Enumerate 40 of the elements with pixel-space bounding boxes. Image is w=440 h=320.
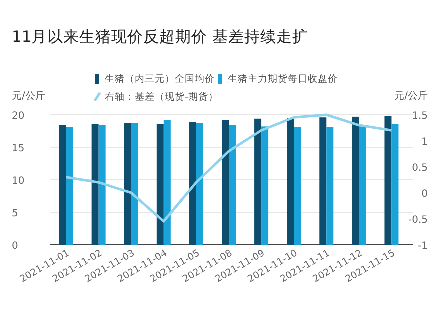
y-tick-label: 20 bbox=[12, 111, 25, 122]
legend-label: 生猪主力期货每日收盘价 bbox=[228, 73, 338, 85]
bar bbox=[156, 124, 164, 245]
y-tick-label: 10 bbox=[12, 176, 25, 187]
bar bbox=[359, 125, 366, 245]
y2-tick-label: 1.5 bbox=[412, 111, 428, 122]
bar bbox=[326, 127, 334, 245]
legend-label: 右轴：基差（现货-期货） bbox=[105, 91, 218, 103]
bar bbox=[124, 123, 132, 245]
bar bbox=[66, 127, 74, 245]
bar bbox=[196, 123, 204, 245]
y2-tick-label: 1 bbox=[422, 137, 428, 148]
y2-tick-label: 0.5 bbox=[412, 163, 428, 174]
bar bbox=[384, 116, 392, 245]
legend-label: 生猪（内三元）全国均价 bbox=[105, 73, 215, 85]
y2-axis-title: 元/公斤 bbox=[394, 90, 428, 102]
bar bbox=[262, 126, 269, 245]
y-axis-title: 元/公斤 bbox=[12, 90, 46, 102]
y2-tick-label: -1 bbox=[418, 241, 428, 252]
bar bbox=[287, 118, 294, 245]
chart-title: 11月以来生猪现价反超期价 基差持续走扩 bbox=[12, 28, 309, 46]
bar bbox=[98, 125, 106, 245]
bar bbox=[131, 123, 138, 245]
bar bbox=[392, 124, 399, 245]
bar bbox=[352, 116, 360, 245]
y2-tick-label: -0.5 bbox=[408, 215, 428, 226]
bar bbox=[222, 120, 229, 245]
bar bbox=[189, 122, 196, 245]
y-tick-label: 15 bbox=[12, 144, 25, 154]
bar bbox=[59, 125, 66, 245]
y-tick-label: 5 bbox=[12, 208, 18, 220]
bar bbox=[254, 118, 262, 245]
bar bbox=[92, 124, 99, 245]
y2-tick-label: 0 bbox=[422, 189, 428, 200]
y-tick-label: 0 bbox=[12, 241, 18, 252]
bar bbox=[229, 125, 236, 245]
bar bbox=[164, 120, 171, 245]
bar bbox=[320, 118, 327, 245]
bar bbox=[294, 127, 302, 245]
line-series bbox=[65, 114, 393, 223]
